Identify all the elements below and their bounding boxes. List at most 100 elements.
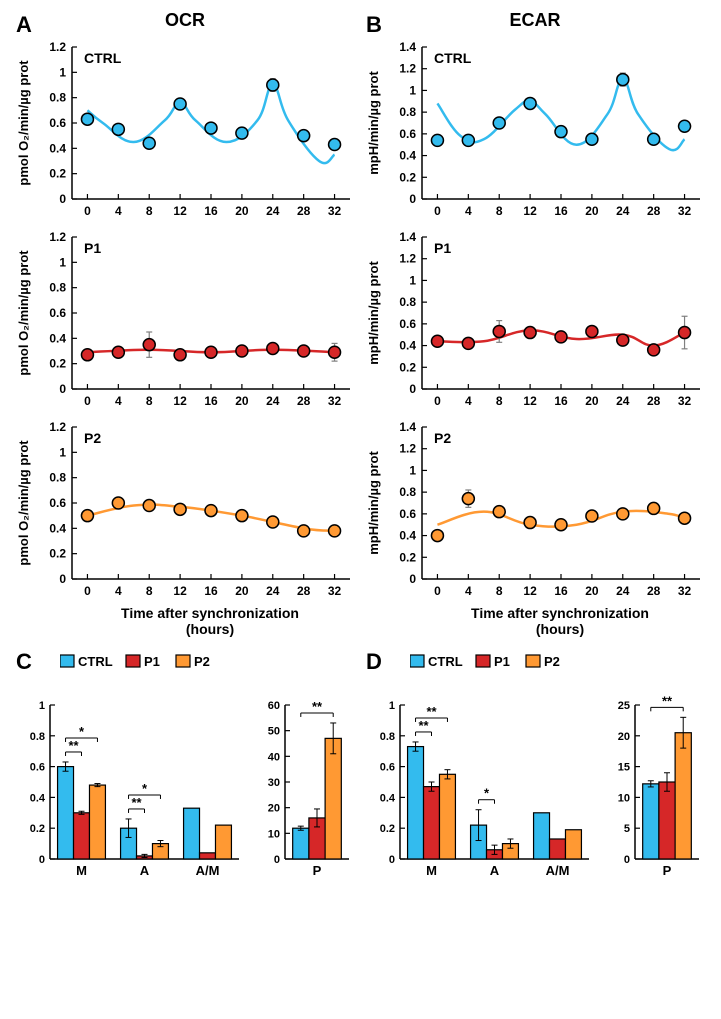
svg-text:32: 32: [678, 204, 692, 218]
svg-text:0: 0: [59, 192, 66, 206]
legend-d: CTRLP1P2: [410, 651, 710, 673]
svg-text:P1: P1: [84, 240, 101, 256]
svg-text:P: P: [313, 863, 322, 878]
xaxis-label-main: Time after synchronization: [60, 605, 360, 621]
timecourse-left-ctrl: 04812162024283200.20.40.60.811.2pmol O₂/…: [10, 35, 360, 225]
svg-text:20: 20: [618, 731, 630, 743]
svg-text:12: 12: [173, 394, 187, 408]
svg-text:0: 0: [39, 854, 45, 866]
svg-text:0.8: 0.8: [380, 731, 395, 743]
svg-text:0: 0: [274, 854, 280, 866]
svg-text:0: 0: [624, 854, 630, 866]
svg-text:20: 20: [585, 394, 599, 408]
svg-text:pmol O₂/min/µg prot: pmol O₂/min/µg prot: [16, 60, 31, 186]
svg-text:16: 16: [204, 204, 218, 218]
svg-text:24: 24: [266, 584, 280, 598]
svg-text:24: 24: [616, 394, 630, 408]
svg-text:8: 8: [496, 394, 503, 408]
svg-text:0.6: 0.6: [399, 127, 416, 141]
svg-text:1: 1: [59, 65, 66, 79]
svg-text:0.6: 0.6: [30, 762, 45, 774]
svg-text:0: 0: [84, 584, 91, 598]
svg-text:0: 0: [59, 382, 66, 396]
panel-label-c: C: [16, 649, 32, 675]
svg-text:32: 32: [678, 584, 692, 598]
svg-text:12: 12: [523, 204, 537, 218]
svg-text:mpH/min/µg prot: mpH/min/µg prot: [366, 71, 381, 175]
svg-text:**: **: [426, 704, 437, 719]
svg-text:P2: P2: [544, 654, 560, 669]
svg-text:0: 0: [84, 204, 91, 218]
svg-text:0: 0: [409, 572, 416, 586]
svg-text:20: 20: [235, 584, 249, 598]
svg-text:12: 12: [523, 394, 537, 408]
column-title-ocr: OCR: [10, 10, 360, 35]
svg-text:1.2: 1.2: [49, 420, 66, 434]
svg-text:20: 20: [585, 204, 599, 218]
svg-text:0.4: 0.4: [399, 339, 416, 353]
svg-text:P2: P2: [194, 654, 210, 669]
svg-text:16: 16: [204, 394, 218, 408]
svg-text:0.8: 0.8: [399, 105, 416, 119]
svg-text:32: 32: [328, 204, 342, 218]
svg-text:0: 0: [59, 572, 66, 586]
svg-text:0.2: 0.2: [399, 360, 416, 374]
svg-text:**: **: [312, 699, 323, 714]
svg-text:1.4: 1.4: [399, 230, 416, 244]
svg-text:28: 28: [647, 204, 661, 218]
svg-text:CTRL: CTRL: [434, 50, 472, 66]
svg-text:8: 8: [496, 584, 503, 598]
svg-text:12: 12: [173, 584, 187, 598]
svg-text:1: 1: [409, 463, 416, 477]
svg-text:16: 16: [204, 584, 218, 598]
bar-chart-d-p: 0510152025P**: [595, 673, 705, 883]
svg-text:5: 5: [624, 823, 630, 835]
svg-text:0.2: 0.2: [399, 550, 416, 564]
svg-text:CTRL: CTRL: [84, 50, 122, 66]
svg-text:12: 12: [523, 584, 537, 598]
svg-text:0.2: 0.2: [30, 823, 45, 835]
svg-text:mpH/min/µg prot: mpH/min/µg prot: [366, 261, 381, 365]
svg-text:pmol O₂/min/µg prot: pmol O₂/min/µg prot: [16, 250, 31, 376]
svg-text:0: 0: [409, 192, 416, 206]
svg-text:4: 4: [115, 584, 122, 598]
svg-text:*: *: [484, 786, 490, 801]
svg-text:0: 0: [434, 204, 441, 218]
svg-text:0.4: 0.4: [380, 792, 396, 804]
svg-text:**: **: [68, 738, 79, 753]
svg-text:8: 8: [146, 584, 153, 598]
timecourse-right-p1: 04812162024283200.20.40.60.811.21.4mpH/m…: [360, 225, 710, 415]
svg-text:0.2: 0.2: [49, 357, 66, 371]
svg-text:0.2: 0.2: [399, 170, 416, 184]
svg-text:28: 28: [297, 394, 311, 408]
svg-text:0.2: 0.2: [49, 547, 66, 561]
svg-text:1.2: 1.2: [49, 40, 66, 54]
svg-text:20: 20: [235, 394, 249, 408]
svg-text:24: 24: [616, 584, 630, 598]
svg-text:P1: P1: [144, 654, 160, 669]
svg-text:4: 4: [465, 394, 472, 408]
svg-text:4: 4: [115, 394, 122, 408]
svg-text:0.2: 0.2: [49, 167, 66, 181]
svg-text:16: 16: [554, 394, 568, 408]
svg-text:pmol O₂/min/µg prot: pmol O₂/min/µg prot: [16, 440, 31, 566]
bar-chart-d-maa: 00.20.40.60.81MAA/M*****: [360, 673, 595, 883]
svg-text:**: **: [418, 718, 429, 733]
svg-text:0.8: 0.8: [30, 731, 45, 743]
svg-text:CTRL: CTRL: [78, 654, 113, 669]
svg-text:0: 0: [84, 394, 91, 408]
svg-text:0.4: 0.4: [49, 521, 66, 535]
svg-text:P: P: [663, 863, 672, 878]
svg-text:32: 32: [328, 584, 342, 598]
svg-text:0.8: 0.8: [49, 281, 66, 295]
svg-text:*: *: [142, 781, 148, 796]
column-title-ecar: ECAR: [360, 10, 710, 35]
svg-text:A: A: [490, 863, 500, 878]
svg-text:0: 0: [434, 394, 441, 408]
timecourse-left-p1: 04812162024283200.20.40.60.811.2pmol O₂/…: [10, 225, 360, 415]
svg-text:1: 1: [59, 445, 66, 459]
svg-text:1.4: 1.4: [399, 420, 416, 434]
svg-text:30: 30: [268, 777, 280, 789]
svg-text:0: 0: [434, 584, 441, 598]
svg-text:1: 1: [39, 700, 45, 712]
